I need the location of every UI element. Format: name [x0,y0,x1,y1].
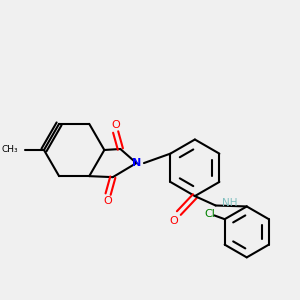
Text: NH: NH [222,198,238,208]
Text: O: O [111,120,120,130]
Text: CH₃: CH₃ [2,146,19,154]
Text: N: N [132,158,141,168]
Text: O: O [104,196,112,206]
Text: O: O [170,216,178,226]
Text: Cl: Cl [204,208,215,218]
